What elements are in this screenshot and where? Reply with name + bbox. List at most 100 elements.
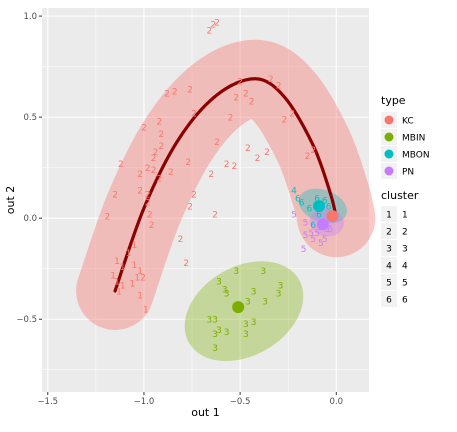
legend-label-cluster-4: 4 <box>402 262 408 272</box>
point-label: 2 <box>145 199 151 209</box>
point-label: 3 <box>224 328 230 338</box>
point-label: 2 <box>237 77 243 87</box>
point-label: 2 <box>191 110 197 120</box>
point-label: 2 <box>214 19 220 29</box>
centroid-pn <box>316 218 329 231</box>
point-label: 3 <box>212 344 218 354</box>
point-label: 3 <box>260 267 266 277</box>
point-label: 5 <box>308 229 314 239</box>
plot-panel <box>42 8 369 392</box>
legend-key-bg <box>381 240 397 256</box>
axes: −1.5 −1.0 −0.5 0.0 −0.5 0.0 0.5 1.0 <box>16 12 343 407</box>
legend-key-mbon <box>384 149 394 159</box>
legend-key-bg <box>381 223 397 239</box>
point-label: 5 <box>318 239 324 249</box>
point-label: 2 <box>228 114 234 124</box>
y-tick-label: 0.0 <box>23 214 37 224</box>
point-label: 1 <box>114 277 120 287</box>
legend-type-title: type <box>381 94 406 107</box>
point-label: 1 <box>131 261 137 271</box>
point-label: 3 <box>251 287 257 297</box>
point-label: 2 <box>264 148 270 158</box>
legend-key-pn <box>384 166 394 176</box>
point-label: 1 <box>120 281 126 291</box>
point-label: 3 <box>216 277 222 287</box>
point-label: 2 <box>208 170 214 180</box>
point-label: 2 <box>112 190 118 200</box>
point-label: 5 <box>291 211 297 221</box>
point-label: 6 <box>326 203 332 213</box>
point-label: 1 <box>143 306 149 316</box>
point-label: 2 <box>168 168 174 178</box>
point-label: 3 <box>212 330 218 340</box>
point-label: 2 <box>158 130 164 140</box>
point-label: 2 <box>156 118 162 128</box>
legend-key-bg <box>381 274 397 290</box>
x-tick-label: 0.0 <box>330 397 344 407</box>
point-label: 1 <box>137 267 143 277</box>
legend-key-cluster-3: 3 <box>386 245 392 255</box>
point-label: 2 <box>187 85 193 95</box>
point-label: 2 <box>141 124 147 134</box>
point-label: 2 <box>156 174 162 184</box>
point-label: 5 <box>310 235 316 245</box>
point-label: 2 <box>178 235 184 245</box>
point-label: 3 <box>224 289 230 299</box>
point-label: 3 <box>222 285 228 295</box>
point-label: 2 <box>183 259 189 269</box>
legend-label-cluster-6: 6 <box>402 296 408 306</box>
legend-key-cluster-1: 1 <box>386 211 392 221</box>
centroid-kc <box>326 210 339 223</box>
legend-label-cluster-2: 2 <box>402 228 408 238</box>
point-label: 2 <box>233 93 239 103</box>
legend-label-kc: KC <box>402 117 414 127</box>
point-label: 2 <box>305 152 311 162</box>
point-label: 2 <box>243 89 249 99</box>
point-label: 3 <box>251 318 257 328</box>
point-label: 6 <box>295 194 301 204</box>
point-label: 3 <box>276 289 282 299</box>
point-label: 2 <box>151 166 157 176</box>
legend-key-cluster-6: 6 <box>386 296 392 306</box>
point-label: 3 <box>262 298 268 308</box>
ellipse-mbin <box>184 261 304 362</box>
point-label: 1 <box>131 241 137 251</box>
point-label: 2 <box>210 21 216 31</box>
point-label: 5 <box>322 235 328 245</box>
legend-key-bg <box>381 257 397 273</box>
point-label: 2 <box>245 144 251 154</box>
point-label: 2 <box>185 158 191 168</box>
point-label: 2 <box>147 211 153 221</box>
y-tick-label: −0.5 <box>16 315 37 325</box>
point-label: 5 <box>301 245 307 255</box>
point-label: 2 <box>214 138 220 148</box>
point-label: 2 <box>137 170 143 180</box>
point-label: 6 <box>307 205 313 215</box>
x-axis-label: out 1 <box>191 406 220 419</box>
y-tick-label: 0.5 <box>23 113 37 123</box>
point-label: 5 <box>328 225 334 235</box>
point-label: 1 <box>137 291 143 301</box>
point-label: 2 <box>206 27 212 37</box>
legend-label-cluster-5: 5 <box>402 279 408 289</box>
point-label: 2 <box>224 160 230 170</box>
point-label: 5 <box>303 231 309 241</box>
point-label: 2 <box>105 213 111 223</box>
point-label: 1 <box>116 287 122 297</box>
legend-label-pn: PN <box>402 168 414 178</box>
point-label: 3 <box>278 281 284 291</box>
x-tick-label: −1.0 <box>134 397 155 407</box>
point-label: 2 <box>137 186 143 196</box>
trajectory-line <box>113 77 338 293</box>
major-gridlines <box>42 8 369 392</box>
trajectory-curve <box>113 77 338 293</box>
point-label: 5 <box>324 225 330 235</box>
legend-key-mbin <box>384 132 394 142</box>
point-label: 2 <box>281 116 287 126</box>
point-label: 2 <box>164 89 170 99</box>
point-label: 1 <box>130 279 136 289</box>
point-label: 1 <box>126 249 132 259</box>
point-label: 6 <box>314 194 320 204</box>
